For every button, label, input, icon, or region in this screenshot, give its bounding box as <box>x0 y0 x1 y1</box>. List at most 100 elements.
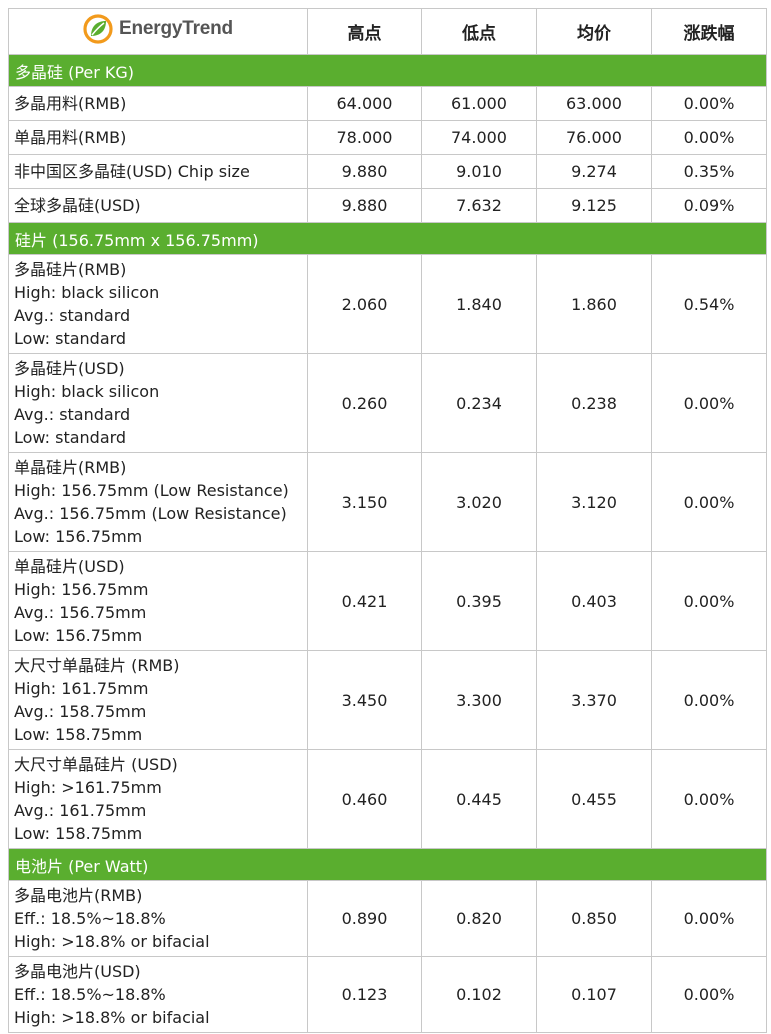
change-price-cell: 0.00% <box>651 956 767 1033</box>
low-price-cell: 61.000 <box>421 86 537 121</box>
section-header-row: 硅片 (156.75mm x 156.75mm) <box>8 222 767 255</box>
product-spec-line: High: 156.75mm <box>14 580 149 599</box>
product-spec-line: Avg.: 161.75mm <box>14 801 147 820</box>
product-spec-line: High: >18.8% or bifacial <box>14 932 210 951</box>
avg-price-cell: 0.107 <box>536 956 652 1033</box>
product-spec-line: Low: 158.75mm <box>14 824 143 843</box>
high-price-cell: 3.450 <box>307 650 422 750</box>
low-price-cell: 74.000 <box>421 120 537 155</box>
low-price-cell: 3.020 <box>421 452 537 552</box>
low-price-cell: 3.300 <box>421 650 537 750</box>
product-label-cell: 全球多晶硅(USD) <box>8 188 308 223</box>
column-header-low: 低点 <box>421 8 537 55</box>
change-price-cell: 0.00% <box>651 120 767 155</box>
change-price-cell: 0.00% <box>651 86 767 121</box>
change-price-cell: 0.54% <box>651 254 767 354</box>
product-spec-line: Low: standard <box>14 329 127 348</box>
avg-price-cell: 3.370 <box>536 650 652 750</box>
product-spec-line: High: black silicon <box>14 382 160 401</box>
table-row: 全球多晶硅(USD) 9.880 7.632 9.125 0.09% <box>8 188 767 223</box>
product-spec-line: Low: 156.75mm <box>14 527 143 546</box>
table-row: 单晶硅片(USD) High: 156.75mm Avg.: 156.75mm Low… <box>8 551 767 651</box>
avg-price-cell: 76.000 <box>536 120 652 155</box>
product-label-cell: 多晶电池片(USD) Eff.: 18.5%~18.8% High: >18.8% … <box>8 956 308 1033</box>
section-title: 多晶硅 (Per KG) <box>8 54 767 87</box>
table-row: 多晶硅片(RMB) High: black silicon Avg.: standa… <box>8 254 767 354</box>
product-label-cell: 多晶电池片(RMB) Eff.: 18.5%~18.8% High: >18.8% … <box>8 880 308 957</box>
section-header-row: 多晶硅 (Per KG) <box>8 54 767 87</box>
product-spec-line: Low: 158.75mm <box>14 725 143 744</box>
product-name: 多晶电池片(USD) <box>14 962 141 981</box>
product-label-cell: 非中国区多晶硅(USD) Chip size <box>8 154 308 189</box>
product-spec-line: Avg.: standard <box>14 306 131 325</box>
change-price-cell: 0.35% <box>651 154 767 189</box>
table-row: 大尺寸单晶硅片 (RMB) High: 161.75mm Avg.: 158.75m… <box>8 650 767 750</box>
low-price-cell: 7.632 <box>421 188 537 223</box>
change-price-cell: 0.09% <box>651 188 767 223</box>
avg-price-cell: 0.455 <box>536 749 652 849</box>
price-table: EnergyTrend 高点 低点 均价 涨跌幅 多晶硅 (Per KG) 多晶用… <box>8 8 767 1033</box>
change-price-cell: 0.00% <box>651 749 767 849</box>
product-name: 大尺寸单晶硅片 (RMB) <box>14 656 180 675</box>
change-price-cell: 0.00% <box>651 880 767 957</box>
low-price-cell: 9.010 <box>421 154 537 189</box>
product-name: 多晶用料(RMB) <box>14 94 127 113</box>
product-spec-line: Low: 156.75mm <box>14 626 143 645</box>
product-spec-line: High: >18.8% or bifacial <box>14 1008 210 1027</box>
change-price-cell: 0.00% <box>651 551 767 651</box>
table-row: 非中国区多晶硅(USD) Chip size 9.880 9.010 9.274 0.3… <box>8 154 767 189</box>
leaf-logo-icon <box>83 14 113 44</box>
product-spec-line: High: 156.75mm (Low Resistance) <box>14 481 289 500</box>
avg-price-cell: 0.238 <box>536 353 652 453</box>
section-title: 硅片 (156.75mm x 156.75mm) <box>8 222 767 255</box>
product-spec-line: High: black silicon <box>14 283 160 302</box>
product-label-cell: 单晶硅片(USD) High: 156.75mm Avg.: 156.75mm Low… <box>8 551 308 651</box>
product-label-cell: 单晶硅片(RMB) High: 156.75mm (Low Resistance)… <box>8 452 308 552</box>
product-spec-line: Low: standard <box>14 428 127 447</box>
product-name: 多晶硅片(USD) <box>14 359 125 378</box>
high-price-cell: 0.421 <box>307 551 422 651</box>
product-name: 单晶硅片(USD) <box>14 557 125 576</box>
price-table-body: EnergyTrend 高点 低点 均价 涨跌幅 多晶硅 (Per KG) 多晶用… <box>8 8 767 1033</box>
table-row: 多晶硅片(USD) High: black silicon Avg.: standa… <box>8 353 767 453</box>
high-price-cell: 78.000 <box>307 120 422 155</box>
column-header-change: 涨跌幅 <box>651 8 767 55</box>
avg-price-cell: 1.860 <box>536 254 652 354</box>
product-name: 全球多晶硅(USD) <box>14 196 141 215</box>
brand-name: EnergyTrend <box>119 18 233 39</box>
table-row: 单晶用料(RMB) 78.000 74.000 76.000 0.00% <box>8 120 767 155</box>
product-label-cell: 多晶用料(RMB) <box>8 86 308 121</box>
avg-price-cell: 0.850 <box>536 880 652 957</box>
high-price-cell: 64.000 <box>307 86 422 121</box>
product-label-cell: 大尺寸单晶硅片 (RMB) High: 161.75mm Avg.: 158.75m… <box>8 650 308 750</box>
table-row: 多晶电池片(USD) Eff.: 18.5%~18.8% High: >18.8% … <box>8 956 767 1033</box>
avg-price-cell: 63.000 <box>536 86 652 121</box>
product-name: 多晶硅片(RMB) <box>14 260 127 279</box>
low-price-cell: 0.820 <box>421 880 537 957</box>
table-row: 多晶电池片(RMB) Eff.: 18.5%~18.8% High: >18.8% … <box>8 880 767 957</box>
change-price-cell: 0.00% <box>651 650 767 750</box>
energytrend-logo: EnergyTrend <box>83 14 233 44</box>
product-spec-line: Avg.: 158.75mm <box>14 702 147 721</box>
section-header-row: 电池片 (Per Watt) <box>8 848 767 881</box>
product-spec-line: Eff.: 18.5%~18.8% <box>14 909 166 928</box>
product-label-cell: 大尺寸单晶硅片 (USD) High: >161.75mm Avg.: 161.75… <box>8 749 308 849</box>
product-spec-line: High: 161.75mm <box>14 679 149 698</box>
high-price-cell: 9.880 <box>307 154 422 189</box>
low-price-cell: 0.445 <box>421 749 537 849</box>
high-price-cell: 0.260 <box>307 353 422 453</box>
product-label-cell: 单晶用料(RMB) <box>8 120 308 155</box>
avg-price-cell: 9.125 <box>536 188 652 223</box>
product-name: 多晶电池片(RMB) <box>14 886 143 905</box>
product-label-cell: 多晶硅片(RMB) High: black silicon Avg.: standa… <box>8 254 308 354</box>
table-row: 大尺寸单晶硅片 (USD) High: >161.75mm Avg.: 161.75… <box>8 749 767 849</box>
column-header-high: 高点 <box>307 8 422 55</box>
product-spec-line: Avg.: 156.75mm (Low Resistance) <box>14 504 287 523</box>
high-price-cell: 0.123 <box>307 956 422 1033</box>
section-title: 电池片 (Per Watt) <box>8 848 767 881</box>
product-spec-line: Avg.: standard <box>14 405 131 424</box>
high-price-cell: 3.150 <box>307 452 422 552</box>
low-price-cell: 1.840 <box>421 254 537 354</box>
table-row: 单晶硅片(RMB) High: 156.75mm (Low Resistance)… <box>8 452 767 552</box>
column-header-avg: 均价 <box>536 8 652 55</box>
